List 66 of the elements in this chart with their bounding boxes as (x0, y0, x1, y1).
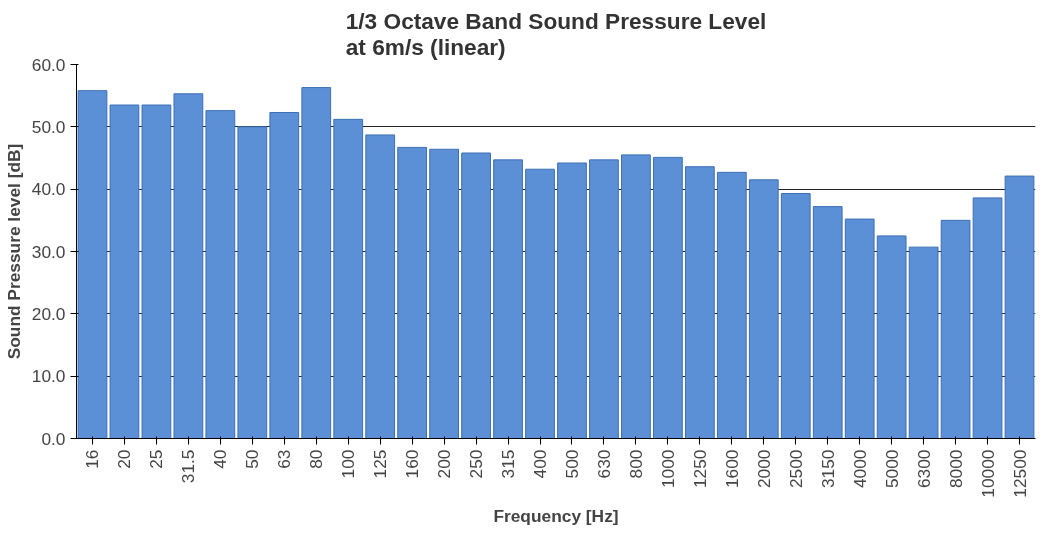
x-tick-label: 12500 (1009, 449, 1030, 498)
x-tick-label: 20 (114, 449, 135, 469)
x-tick-label: 1600 (721, 449, 742, 489)
x-tick-label: 2500 (785, 449, 806, 489)
x-tick-label: 31.5 (178, 449, 199, 484)
bar (940, 219, 971, 439)
x-tick-label: 250 (466, 449, 487, 479)
x-tick-label: 3150 (817, 449, 838, 489)
x-tick-label: 125 (370, 449, 391, 479)
y-axis-title: Sound Pressure level [dB] (3, 143, 24, 360)
bar (684, 166, 715, 439)
x-tick-label: 160 (402, 449, 423, 479)
bar (780, 193, 811, 439)
x-tick-label: 80 (306, 449, 327, 469)
bar (748, 179, 779, 439)
bar (844, 218, 875, 439)
x-axis-title: Frequency [Hz] (493, 505, 619, 526)
bar (908, 246, 939, 439)
bar (397, 146, 428, 439)
x-tick-label: 5000 (881, 449, 902, 489)
bar (301, 87, 332, 439)
x-tick-label: 16 (82, 449, 103, 469)
y-tick-label: 50.0 (31, 116, 66, 137)
y-tick-label: 60.0 (31, 54, 66, 75)
x-tick-label: 200 (434, 449, 455, 479)
x-tick-label: 40 (210, 449, 231, 469)
x-tick-label: 100 (338, 449, 359, 479)
bar (173, 93, 204, 439)
bar (716, 171, 747, 439)
x-tick-label: 800 (625, 449, 646, 479)
bar (589, 159, 619, 439)
x-tick-label: 315 (498, 449, 519, 479)
bar (237, 126, 268, 439)
bar (461, 152, 491, 439)
bar (812, 206, 843, 439)
x-tick-label: 4000 (849, 449, 870, 489)
y-tick-label: 0.0 (41, 428, 66, 449)
x-tick-label: 10000 (977, 449, 998, 498)
bar (557, 162, 587, 439)
bar (493, 159, 523, 439)
x-tick-label: 1250 (689, 449, 710, 489)
x-tick-label: 63 (274, 449, 295, 469)
bar (653, 156, 683, 439)
x-tick-label: 500 (561, 449, 582, 479)
bar (269, 112, 300, 439)
y-tick-label: 30.0 (31, 241, 66, 262)
y-tick-label: 40.0 (31, 179, 66, 200)
y-tick-label: 10.0 (31, 366, 66, 387)
x-tick-label: 25 (146, 449, 167, 469)
x-tick-label: 6300 (913, 449, 934, 489)
x-tick-label: 2000 (753, 449, 774, 489)
bar (525, 168, 555, 439)
x-tick-label: 50 (242, 449, 263, 469)
x-tick-label: 630 (593, 449, 614, 479)
x-tick-label: 400 (530, 449, 551, 479)
bar (429, 148, 459, 439)
x-tick-label: 8000 (945, 449, 966, 489)
bar (876, 235, 907, 439)
bar (141, 104, 172, 439)
y-tick-label: 20.0 (31, 303, 66, 324)
chart-title: 1/3 Octave Band Sound Pressure Level at 6m/s (linear) (345, 7, 767, 60)
bar (365, 134, 396, 439)
bar (205, 110, 236, 439)
bar (333, 118, 364, 439)
bar (621, 154, 651, 439)
x-tick-label: 1000 (657, 449, 678, 489)
